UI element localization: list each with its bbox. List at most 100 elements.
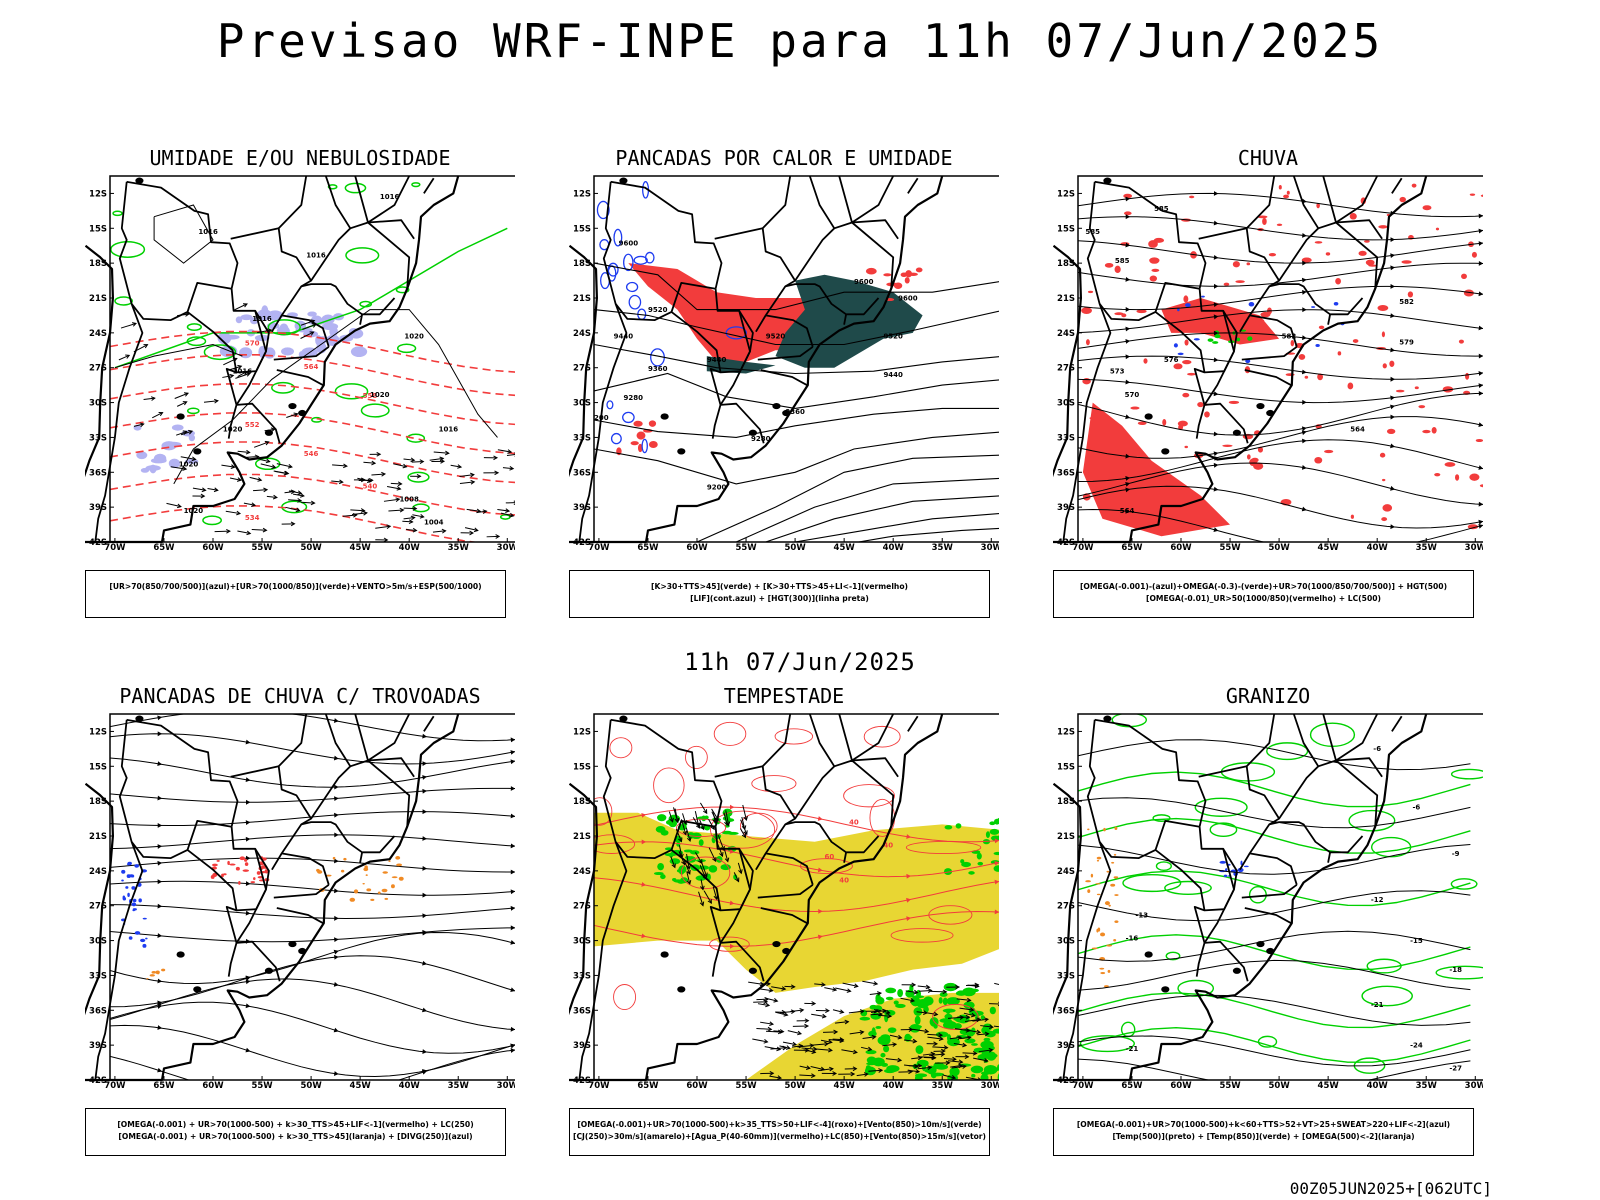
green-wind-area <box>980 1015 985 1020</box>
lon-tick-label: 40W <box>1367 1081 1389 1091</box>
temp850-contour <box>1209 822 1238 838</box>
lon-tick-label: 65W <box>153 1081 175 1091</box>
temp850-contour <box>1450 878 1478 890</box>
green-wind-area <box>664 853 677 857</box>
wind-vector <box>834 1021 849 1024</box>
lake <box>1161 986 1170 993</box>
wind-vector-head <box>867 1046 873 1052</box>
green-wind-area <box>989 1006 996 1015</box>
wind-vector-head <box>440 459 446 464</box>
red-rain-area <box>1204 411 1210 418</box>
red-streamline <box>653 767 685 804</box>
stream-arrow <box>1478 241 1483 246</box>
blue-divergence-area <box>130 875 135 878</box>
border-line <box>354 175 369 223</box>
wind-vector <box>670 856 676 868</box>
wind-vector <box>972 1018 989 1022</box>
wind-vector-head <box>917 1063 923 1069</box>
red-rain-area <box>1136 309 1147 314</box>
humidity-blue-area <box>249 317 259 325</box>
orange-thunder-area <box>377 891 381 895</box>
wind-vector-head <box>265 458 271 464</box>
wind-vector-head <box>863 1072 869 1077</box>
orange-omega-area <box>1095 883 1101 885</box>
wind-vector-head <box>236 477 243 482</box>
wind-vector <box>393 463 407 468</box>
map-content <box>110 714 515 1097</box>
red-rain-area <box>1467 524 1479 530</box>
red-streamline <box>676 818 727 838</box>
green-wind-area <box>669 858 681 865</box>
wind-vector <box>237 530 251 535</box>
contour-label: 570 <box>1125 391 1140 399</box>
stream-arrow <box>246 1093 250 1097</box>
red-rain-area <box>1121 313 1127 318</box>
wind-vector <box>170 466 187 470</box>
wind-vector <box>712 886 718 900</box>
lon-tick-label: 60W <box>686 543 708 553</box>
border-line <box>423 177 435 194</box>
orange-thunder-area <box>382 871 388 874</box>
stream-arrow <box>1478 353 1483 359</box>
wind-vector <box>779 1045 790 1049</box>
red-streamline <box>710 810 776 849</box>
wind-vector <box>459 474 475 477</box>
streamline <box>1078 416 1483 459</box>
wind-vector-head <box>678 837 683 843</box>
wind-vector-head <box>176 503 182 509</box>
border-line <box>614 282 716 321</box>
orange-thunder-area <box>317 870 323 874</box>
border-line <box>578 181 628 543</box>
orange-omega-area <box>1103 827 1106 832</box>
wind-vector <box>832 1009 844 1013</box>
legend-line: [OMEGA(-0.001)+UR>70(1000-500)+k<60+TTS>… <box>1076 1120 1451 1129</box>
stream-arrow <box>1390 524 1396 530</box>
stream-arrow <box>1390 313 1396 319</box>
green-wind-area <box>961 861 972 868</box>
lat-tick-label: 36S <box>573 1006 591 1016</box>
wind-vector <box>980 1025 993 1028</box>
border-line <box>350 221 411 289</box>
blue-omega-area <box>1193 338 1200 341</box>
red-rain-area <box>1130 406 1140 410</box>
border-line <box>276 907 324 924</box>
wind-vector <box>180 430 193 436</box>
lon-tick-label: 50W <box>784 1081 806 1091</box>
lat-tick-label: 33S <box>573 433 591 443</box>
stream-arrow <box>1478 291 1483 297</box>
orange-thunder-area <box>381 888 388 893</box>
wind-vector <box>406 529 417 532</box>
orange-thunder-area <box>161 968 166 972</box>
green-wind-area <box>657 862 665 871</box>
lon-tick-label: 50W <box>300 543 322 553</box>
wind-vector <box>288 490 302 494</box>
green-humidity-contour <box>345 247 380 264</box>
stream-arrow <box>1125 481 1131 487</box>
height-contour <box>594 431 999 485</box>
temp500-contour <box>1078 890 1471 922</box>
red-streamline <box>890 928 954 943</box>
blue-divergence-area <box>142 943 147 948</box>
border-line <box>834 759 895 827</box>
wind-vector-head <box>245 372 251 377</box>
wind-vector-head <box>844 1019 850 1025</box>
lake <box>782 947 791 955</box>
wind-vector-head <box>712 857 717 863</box>
wind-vector-head <box>366 478 372 483</box>
wind-vector <box>799 1065 810 1069</box>
streamline <box>1078 439 1483 482</box>
wind-vector <box>302 323 317 330</box>
streamline <box>110 1049 515 1080</box>
border-line <box>1322 713 1337 761</box>
wind-vector-head <box>917 1055 923 1061</box>
wind-vector <box>791 1045 803 1048</box>
lake <box>176 951 185 958</box>
lon-tick-label: 30W <box>981 543 999 553</box>
orange-thunder-area <box>362 882 365 885</box>
wind-vector <box>963 1012 976 1017</box>
green-wind-area <box>708 865 718 873</box>
stream-arrow <box>157 715 163 721</box>
wind-vector-head <box>764 996 770 1002</box>
wind-vector <box>388 509 404 512</box>
stream-arrow <box>1391 545 1395 549</box>
